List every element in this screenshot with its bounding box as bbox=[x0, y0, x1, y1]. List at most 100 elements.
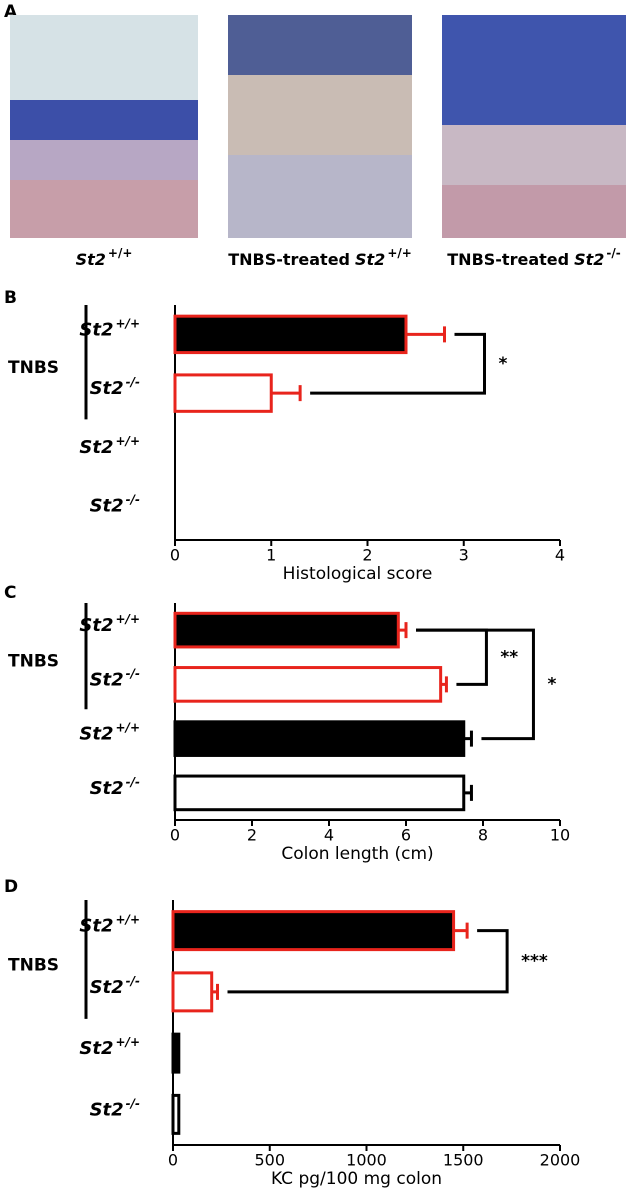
gene: St2 bbox=[90, 977, 124, 998]
label: TNBS-treated St2 -/- bbox=[447, 246, 620, 269]
significance-bracket bbox=[310, 332, 486, 395]
micrograph bbox=[228, 15, 412, 238]
x-tick-label: 0 bbox=[170, 826, 180, 845]
genotype: +/+ bbox=[387, 246, 412, 260]
gene: St2 bbox=[355, 250, 385, 269]
bar bbox=[173, 666, 443, 703]
bar bbox=[171, 971, 214, 1013]
gene: St2 bbox=[79, 319, 113, 340]
group-label: TNBS bbox=[8, 955, 59, 975]
genotype: -/- bbox=[126, 492, 140, 506]
x-tick-label: 2 bbox=[362, 546, 372, 565]
gene: St2 bbox=[79, 615, 113, 636]
label: St2 -/- bbox=[90, 375, 140, 400]
genotype: +/+ bbox=[116, 612, 141, 626]
caption-prefix: TNBS-treated bbox=[228, 250, 350, 269]
error-bar bbox=[398, 622, 408, 639]
label: St2 -/- bbox=[90, 666, 140, 691]
gene: St2 bbox=[79, 916, 113, 937]
label: St2 -/- bbox=[90, 492, 140, 517]
genotype: -/- bbox=[126, 666, 140, 680]
label: St2 +/+ bbox=[79, 612, 140, 637]
bar bbox=[171, 910, 456, 952]
x-tick-label: 3 bbox=[459, 546, 469, 565]
significance-bracket bbox=[227, 929, 509, 994]
x-tick-label: 0 bbox=[170, 546, 180, 565]
bar bbox=[173, 611, 400, 649]
genotype: +/+ bbox=[116, 912, 141, 926]
x-tick-label: 4 bbox=[324, 826, 334, 845]
significance-label: ** bbox=[500, 647, 518, 667]
x-tick-label: 2000 bbox=[540, 1151, 581, 1170]
bar bbox=[173, 373, 273, 413]
bar bbox=[173, 774, 466, 812]
error-bar bbox=[406, 326, 446, 343]
significance-label: * bbox=[499, 354, 508, 374]
error-bar bbox=[453, 922, 469, 939]
x-tick-label: 10 bbox=[550, 826, 570, 845]
label: St2 +/+ bbox=[79, 912, 140, 937]
genotype: +/+ bbox=[116, 316, 141, 330]
gene: St2 bbox=[79, 1038, 113, 1059]
error-bar bbox=[211, 983, 220, 1000]
genotype: -/- bbox=[126, 375, 140, 389]
bar bbox=[171, 1032, 181, 1074]
micrograph bbox=[10, 15, 198, 238]
significance-bracket bbox=[416, 628, 535, 741]
panel-label: B bbox=[4, 288, 17, 308]
gene: St2 bbox=[76, 250, 106, 269]
group-label: TNBS bbox=[8, 358, 59, 378]
significance-label: * bbox=[547, 674, 556, 694]
gene: St2 bbox=[90, 669, 124, 690]
genotype: +/+ bbox=[116, 720, 141, 734]
bar bbox=[171, 1093, 181, 1135]
panel-label: D bbox=[4, 877, 18, 897]
x-tick-label: 2 bbox=[247, 826, 257, 845]
x-axis-label: Histological score bbox=[283, 564, 433, 584]
x-tick-label: 1500 bbox=[443, 1151, 484, 1170]
gene: St2 bbox=[79, 437, 113, 458]
micrograph bbox=[442, 15, 626, 238]
genotype: -/- bbox=[606, 246, 620, 260]
error-bar bbox=[440, 676, 448, 693]
label: St2 +/+ bbox=[79, 433, 140, 458]
genotype: +/+ bbox=[116, 1035, 141, 1049]
x-axis-label: Colon length (cm) bbox=[281, 844, 433, 864]
bar bbox=[173, 720, 466, 757]
label: St2 +/+ bbox=[79, 720, 140, 745]
label: St2 +/+ bbox=[76, 246, 133, 269]
genotype: +/+ bbox=[116, 433, 141, 447]
gene: St2 bbox=[90, 378, 124, 399]
bar bbox=[173, 314, 408, 355]
genotype: -/- bbox=[126, 1096, 140, 1110]
label: St2 +/+ bbox=[79, 1035, 140, 1060]
gene: St2 bbox=[90, 1099, 124, 1120]
x-tick-label: 0 bbox=[168, 1151, 178, 1170]
label: St2 -/- bbox=[90, 1096, 140, 1121]
gene: St2 bbox=[574, 250, 604, 269]
gene: St2 bbox=[90, 778, 124, 799]
caption-prefix: TNBS-treated bbox=[447, 250, 569, 269]
label: St2 +/+ bbox=[79, 316, 140, 341]
significance-label: *** bbox=[521, 951, 548, 971]
x-axis-label: KC pg/100 mg colon bbox=[271, 1169, 442, 1189]
genotype: +/+ bbox=[108, 246, 133, 260]
label: St2 -/- bbox=[90, 774, 140, 799]
genotype: -/- bbox=[126, 774, 140, 788]
x-tick-label: 1000 bbox=[346, 1151, 387, 1170]
x-tick-label: 4 bbox=[555, 546, 565, 565]
error-bar bbox=[463, 784, 473, 801]
x-tick-label: 8 bbox=[478, 826, 488, 845]
gene: St2 bbox=[79, 724, 113, 745]
gene: St2 bbox=[90, 496, 124, 517]
x-tick-label: 6 bbox=[401, 826, 411, 845]
label: St2 -/- bbox=[90, 973, 140, 998]
group-label: TNBS bbox=[8, 651, 59, 671]
x-tick-label: 500 bbox=[254, 1151, 285, 1170]
x-tick-label: 1 bbox=[266, 546, 276, 565]
label: TNBS-treated St2 +/+ bbox=[228, 246, 412, 269]
error-bar bbox=[271, 385, 302, 402]
panel-label: C bbox=[4, 583, 16, 603]
